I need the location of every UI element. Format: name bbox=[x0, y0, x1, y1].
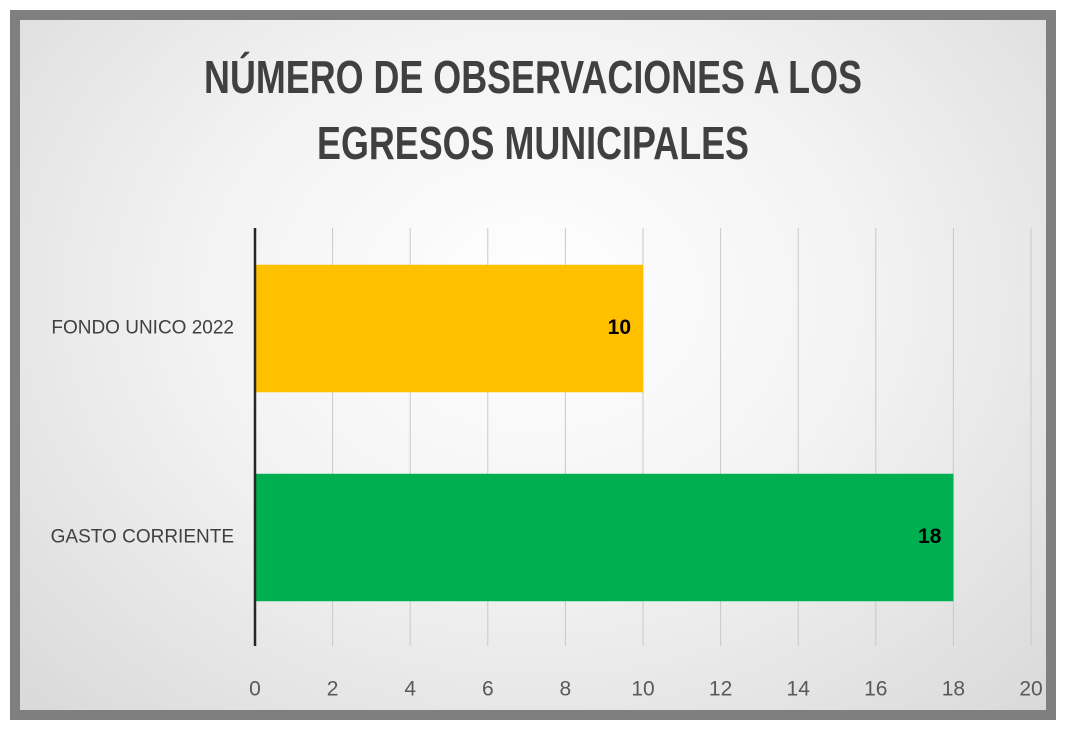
x-tick-label: 2 bbox=[327, 678, 339, 701]
x-tick-label: 10 bbox=[631, 678, 654, 701]
chart-title: NÚMERO DE OBSERVACIONES A LOS EGRESOS MU… bbox=[204, 51, 862, 169]
x-tick-label: 12 bbox=[709, 678, 732, 701]
x-tick-label: 14 bbox=[787, 678, 811, 701]
x-tick-label: 20 bbox=[1019, 678, 1042, 701]
y-tick-label: GASTO CORRIENTE bbox=[51, 527, 234, 548]
x-tick-label: 6 bbox=[482, 678, 494, 701]
y-tick-label: FONDO UNICO 2022 bbox=[51, 318, 234, 339]
bar bbox=[255, 264, 643, 393]
data-label: 10 bbox=[608, 316, 631, 339]
x-tick-label: 16 bbox=[864, 678, 887, 701]
x-tick-label: 18 bbox=[942, 678, 965, 701]
x-tick-label: 0 bbox=[249, 678, 261, 701]
x-tick-label: 8 bbox=[560, 678, 572, 701]
data-label: 18 bbox=[918, 525, 942, 548]
x-tick-label: 4 bbox=[404, 678, 416, 701]
bar bbox=[255, 473, 954, 602]
